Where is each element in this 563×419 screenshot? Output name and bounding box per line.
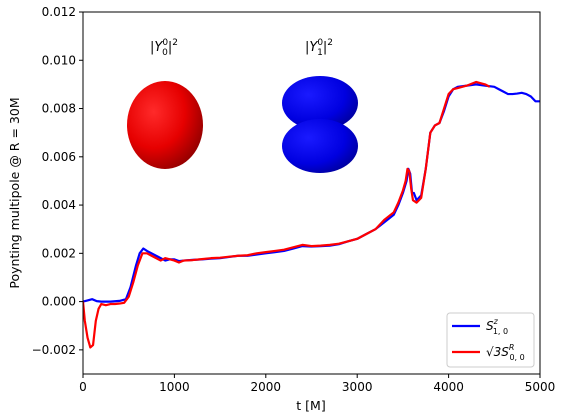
y-tick-label: 0.012 [42,5,76,19]
y10-label: |Y0 1|2 [305,38,333,58]
y-tick-label: 0.004 [42,198,76,212]
x-tick-label: 5000 [525,380,556,394]
x-axis: 0 1000 2000 3000 4000 5000 [79,374,555,394]
y-axis: −0.002 0.000 0.002 0.004 0.006 0.008 0.010 0.01… [32,5,83,357]
x-axis-label: t [M] [296,398,325,413]
y-tick-label: 0.002 [42,246,76,260]
plot-frame [82,11,541,375]
y-tick-label: 0.008 [42,102,76,116]
x-tick-label: 1000 [159,380,190,394]
legend-label-sqrt3-s0-0: √3SR 0, 0 [486,343,525,362]
y00-sphere-image [127,81,203,169]
y-axis-label: Poynting multipole @ R = 30M [7,97,22,288]
x-tick-label: 0 [79,380,87,394]
y00-label: |Y0 0|2 [150,38,178,58]
x-tick-label: 4000 [433,380,464,394]
y-tick-label: 0.000 [42,295,76,309]
y-tick-label: −0.002 [32,343,76,357]
y-tick-label: 0.010 [42,53,76,67]
y10-dumbbell-image [282,76,358,173]
legend-label-s1-0: Sz 1, 0 [486,317,508,336]
series-sqrt3-s0-0-line [83,80,491,349]
y-tick-label: 0.006 [42,150,76,164]
legend: Sz 1, 0 √3SR 0, 0 [446,312,535,368]
x-tick-label: 3000 [342,380,373,394]
x-tick-label: 2000 [251,380,282,394]
